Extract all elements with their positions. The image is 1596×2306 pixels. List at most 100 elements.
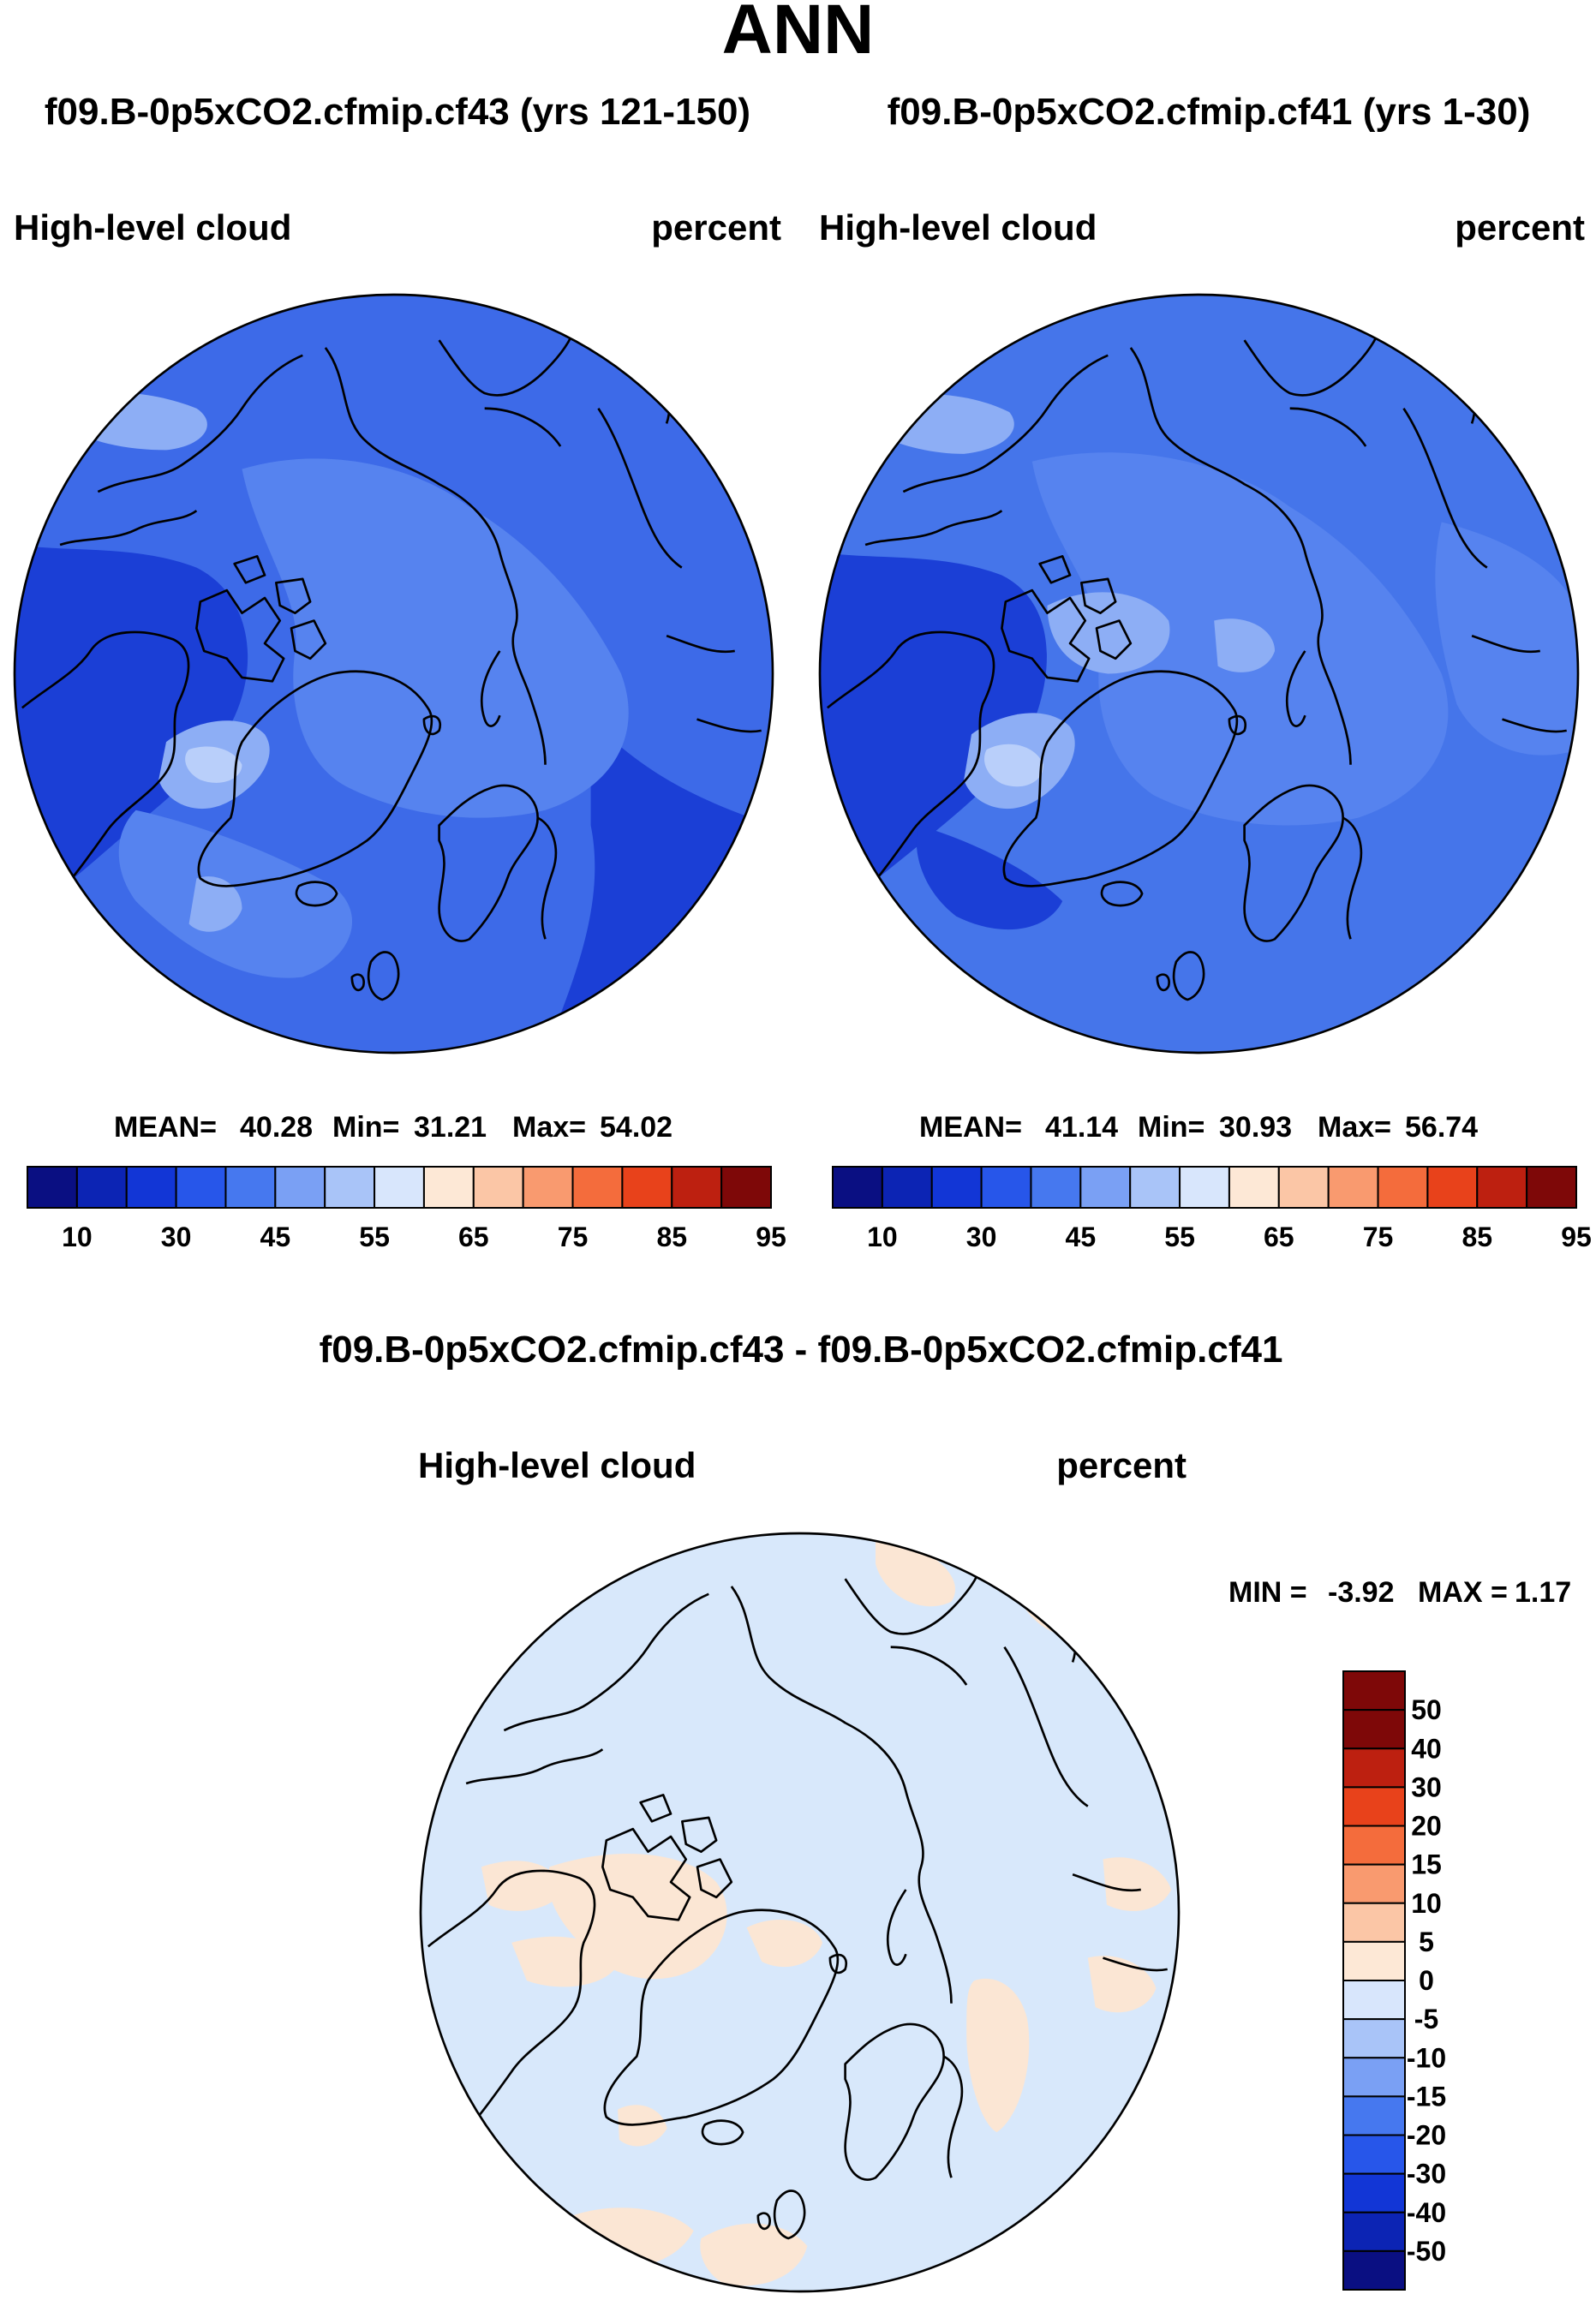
units-label-1: percent bbox=[651, 207, 781, 248]
colorbar-2-bin bbox=[881, 1166, 933, 1209]
diff-max-label: MAX = bbox=[1418, 1576, 1508, 1609]
contour-lightest-1 bbox=[185, 746, 242, 783]
stats-line-1: MEAN= 40.28 Min= 31.21 Max= 54.02 bbox=[114, 1111, 672, 1144]
colorbar-1-bin bbox=[522, 1166, 574, 1209]
colorbar-1-bin bbox=[224, 1166, 277, 1209]
contour-lightest-2 bbox=[983, 744, 1044, 787]
colorbar-1-bin bbox=[324, 1166, 376, 1209]
colorbar-2-bin bbox=[1129, 1166, 1181, 1209]
min-value-2: 30.93 bbox=[1219, 1111, 1292, 1144]
colorbar-1-tick-label: 75 bbox=[558, 1222, 589, 1252]
colorbar-2: 10 30 45 55 65 75 85 95 bbox=[832, 1166, 1592, 1252]
polar-map-1 bbox=[13, 293, 774, 1054]
min-label-1: Min= bbox=[332, 1111, 399, 1144]
diff-colorbar-tick-label: -50 bbox=[1407, 2236, 1446, 2267]
diff-map-background bbox=[421, 1533, 1179, 2291]
diff-colorbar-bin bbox=[1342, 1709, 1406, 1750]
colorbar-1-bin bbox=[75, 1166, 128, 1209]
contour-mid-central-1 bbox=[242, 458, 629, 818]
diff-colorbar-tick-label: 5 bbox=[1419, 1927, 1434, 1957]
case-title-1: f09.B-0p5xCO2.cfmip.cf43 (yrs 121-150) bbox=[45, 91, 750, 133]
colorbar-1-tick-label: 30 bbox=[161, 1222, 192, 1252]
colorbar-1: 10 30 45 55 65 75 85 95 bbox=[27, 1166, 786, 1252]
colorbar-2-bin bbox=[1327, 1166, 1379, 1209]
mean-value-2: 41.14 bbox=[1045, 1111, 1118, 1144]
case-title-2: f09.B-0p5xCO2.cfmip.cf41 (yrs 1-30) bbox=[888, 91, 1531, 133]
diff-title: f09.B-0p5xCO2.cfmip.cf43 - f09.B-0p5xCO2… bbox=[320, 1329, 1283, 1371]
contour-light-2b bbox=[1047, 592, 1170, 674]
diff-colorbar-bin bbox=[1342, 2249, 1406, 2291]
diff-colorbar-bin bbox=[1342, 1786, 1406, 1827]
diff-colorbar-tick-label: 40 bbox=[1411, 1733, 1442, 1764]
colorbar-1-tick-label: 85 bbox=[656, 1222, 687, 1252]
colorbar-2-bin bbox=[1228, 1166, 1280, 1209]
minmax-line: MIN = -3.92 MAX = 1.17 bbox=[1228, 1576, 1571, 1609]
diff-positive-region-12 bbox=[618, 2105, 667, 2147]
diff-colorbar-tick-label: -5 bbox=[1414, 2004, 1438, 2034]
diff-colorbar-bin bbox=[1342, 1670, 1406, 1712]
map-rim-1 bbox=[13, 293, 774, 1054]
panel-case-1: f09.B-0p5xCO2.cfmip.cf43 (yrs 121-150) H… bbox=[13, 91, 786, 1252]
diff-colorbar-bin bbox=[1342, 1825, 1406, 1866]
diff-colorbar-bin bbox=[1342, 2057, 1406, 2098]
colorbar-2-tick-label: 95 bbox=[1561, 1222, 1592, 1252]
colorbar-2-tick-label: 30 bbox=[966, 1222, 997, 1252]
diff-colorbar-bin bbox=[1342, 1902, 1406, 1943]
colorbar-1-tick-label: 45 bbox=[260, 1222, 291, 1252]
diff-max-value: 1.17 bbox=[1515, 1576, 1571, 1609]
diff-colorbar-bin bbox=[1342, 2172, 1406, 2213]
colorbar-2-tick-label: 75 bbox=[1363, 1222, 1394, 1252]
colorbar-2-bin bbox=[1030, 1166, 1082, 1209]
colorbar-1-bin bbox=[27, 1166, 78, 1209]
colorbar-2-tick-label: 85 bbox=[1462, 1222, 1492, 1252]
diff-colorbar-tick-label: 20 bbox=[1411, 1811, 1442, 1842]
colorbar-2-bin bbox=[1079, 1166, 1132, 1209]
contour-mid-east-2 bbox=[1435, 522, 1578, 756]
map-rim-2 bbox=[818, 293, 1580, 1054]
diff-positive-region-5 bbox=[547, 1853, 727, 1980]
diff-colorbar-tick-label: -30 bbox=[1407, 2159, 1446, 2190]
diff-positive-region-6 bbox=[746, 1919, 823, 1968]
mean-label-2: MEAN= bbox=[919, 1111, 1022, 1144]
diff-min-label: MIN = bbox=[1228, 1576, 1307, 1609]
colorbar-1-tick-label: 65 bbox=[458, 1222, 489, 1252]
diff-colorbar-tick-label: 0 bbox=[1419, 1965, 1434, 1996]
diff-colorbar-tick-label: 50 bbox=[1411, 1694, 1442, 1725]
contour-light-1c bbox=[188, 876, 242, 932]
colorbar-1-bin bbox=[422, 1166, 475, 1209]
main-title: ANN bbox=[722, 0, 875, 69]
max-value-2: 56.74 bbox=[1405, 1111, 1478, 1144]
colorbar-2-bin bbox=[1377, 1166, 1429, 1209]
diff-colorbar-bin bbox=[1342, 1747, 1406, 1789]
diff-colorbar-tick-label: -15 bbox=[1407, 2081, 1446, 2112]
diff-positive-region-8 bbox=[1087, 1956, 1157, 2013]
diff-colorbar-tick-label: -40 bbox=[1407, 2197, 1446, 2228]
diff-colorbar-bin bbox=[1342, 2095, 1406, 2136]
diff-colorbar-bin bbox=[1342, 2134, 1406, 2175]
colorbar-2-bin bbox=[930, 1166, 983, 1209]
colorbar-2-tick-label: 45 bbox=[1066, 1222, 1097, 1252]
colorbar-2-bin bbox=[1476, 1166, 1528, 1209]
colorbar-2-tick-label: 65 bbox=[1264, 1222, 1294, 1252]
colorbar-2-bin bbox=[1277, 1166, 1330, 1209]
min-value-1: 31.21 bbox=[414, 1111, 487, 1144]
colorbar-2-bin bbox=[1426, 1166, 1479, 1209]
colorbar-2-bin bbox=[1179, 1166, 1230, 1209]
stats-line-2: MEAN= 41.14 Min= 30.93 Max= 56.74 bbox=[919, 1111, 1478, 1144]
diff-colorbar-tick-label: -10 bbox=[1407, 2042, 1446, 2073]
diff-colorbar-tick-label: 10 bbox=[1411, 1888, 1442, 1919]
colorbar-1-bin bbox=[175, 1166, 227, 1209]
mean-value-1: 40.28 bbox=[240, 1111, 313, 1144]
colorbar-1-bin bbox=[125, 1166, 177, 1209]
colorbar-1-tick-label: 55 bbox=[359, 1222, 390, 1252]
diff-min-value: -3.92 bbox=[1328, 1576, 1395, 1609]
colorbar-2-bin bbox=[980, 1166, 1032, 1209]
min-label-2: Min= bbox=[1138, 1111, 1204, 1144]
diff-colorbar-tick-label: 30 bbox=[1411, 1771, 1442, 1802]
max-label-2: Max= bbox=[1318, 1111, 1391, 1144]
colorbar-1-bin bbox=[671, 1166, 723, 1209]
diff-variable-label: High-level cloud bbox=[418, 1445, 696, 1485]
variable-label-2: High-level cloud bbox=[819, 207, 1097, 248]
